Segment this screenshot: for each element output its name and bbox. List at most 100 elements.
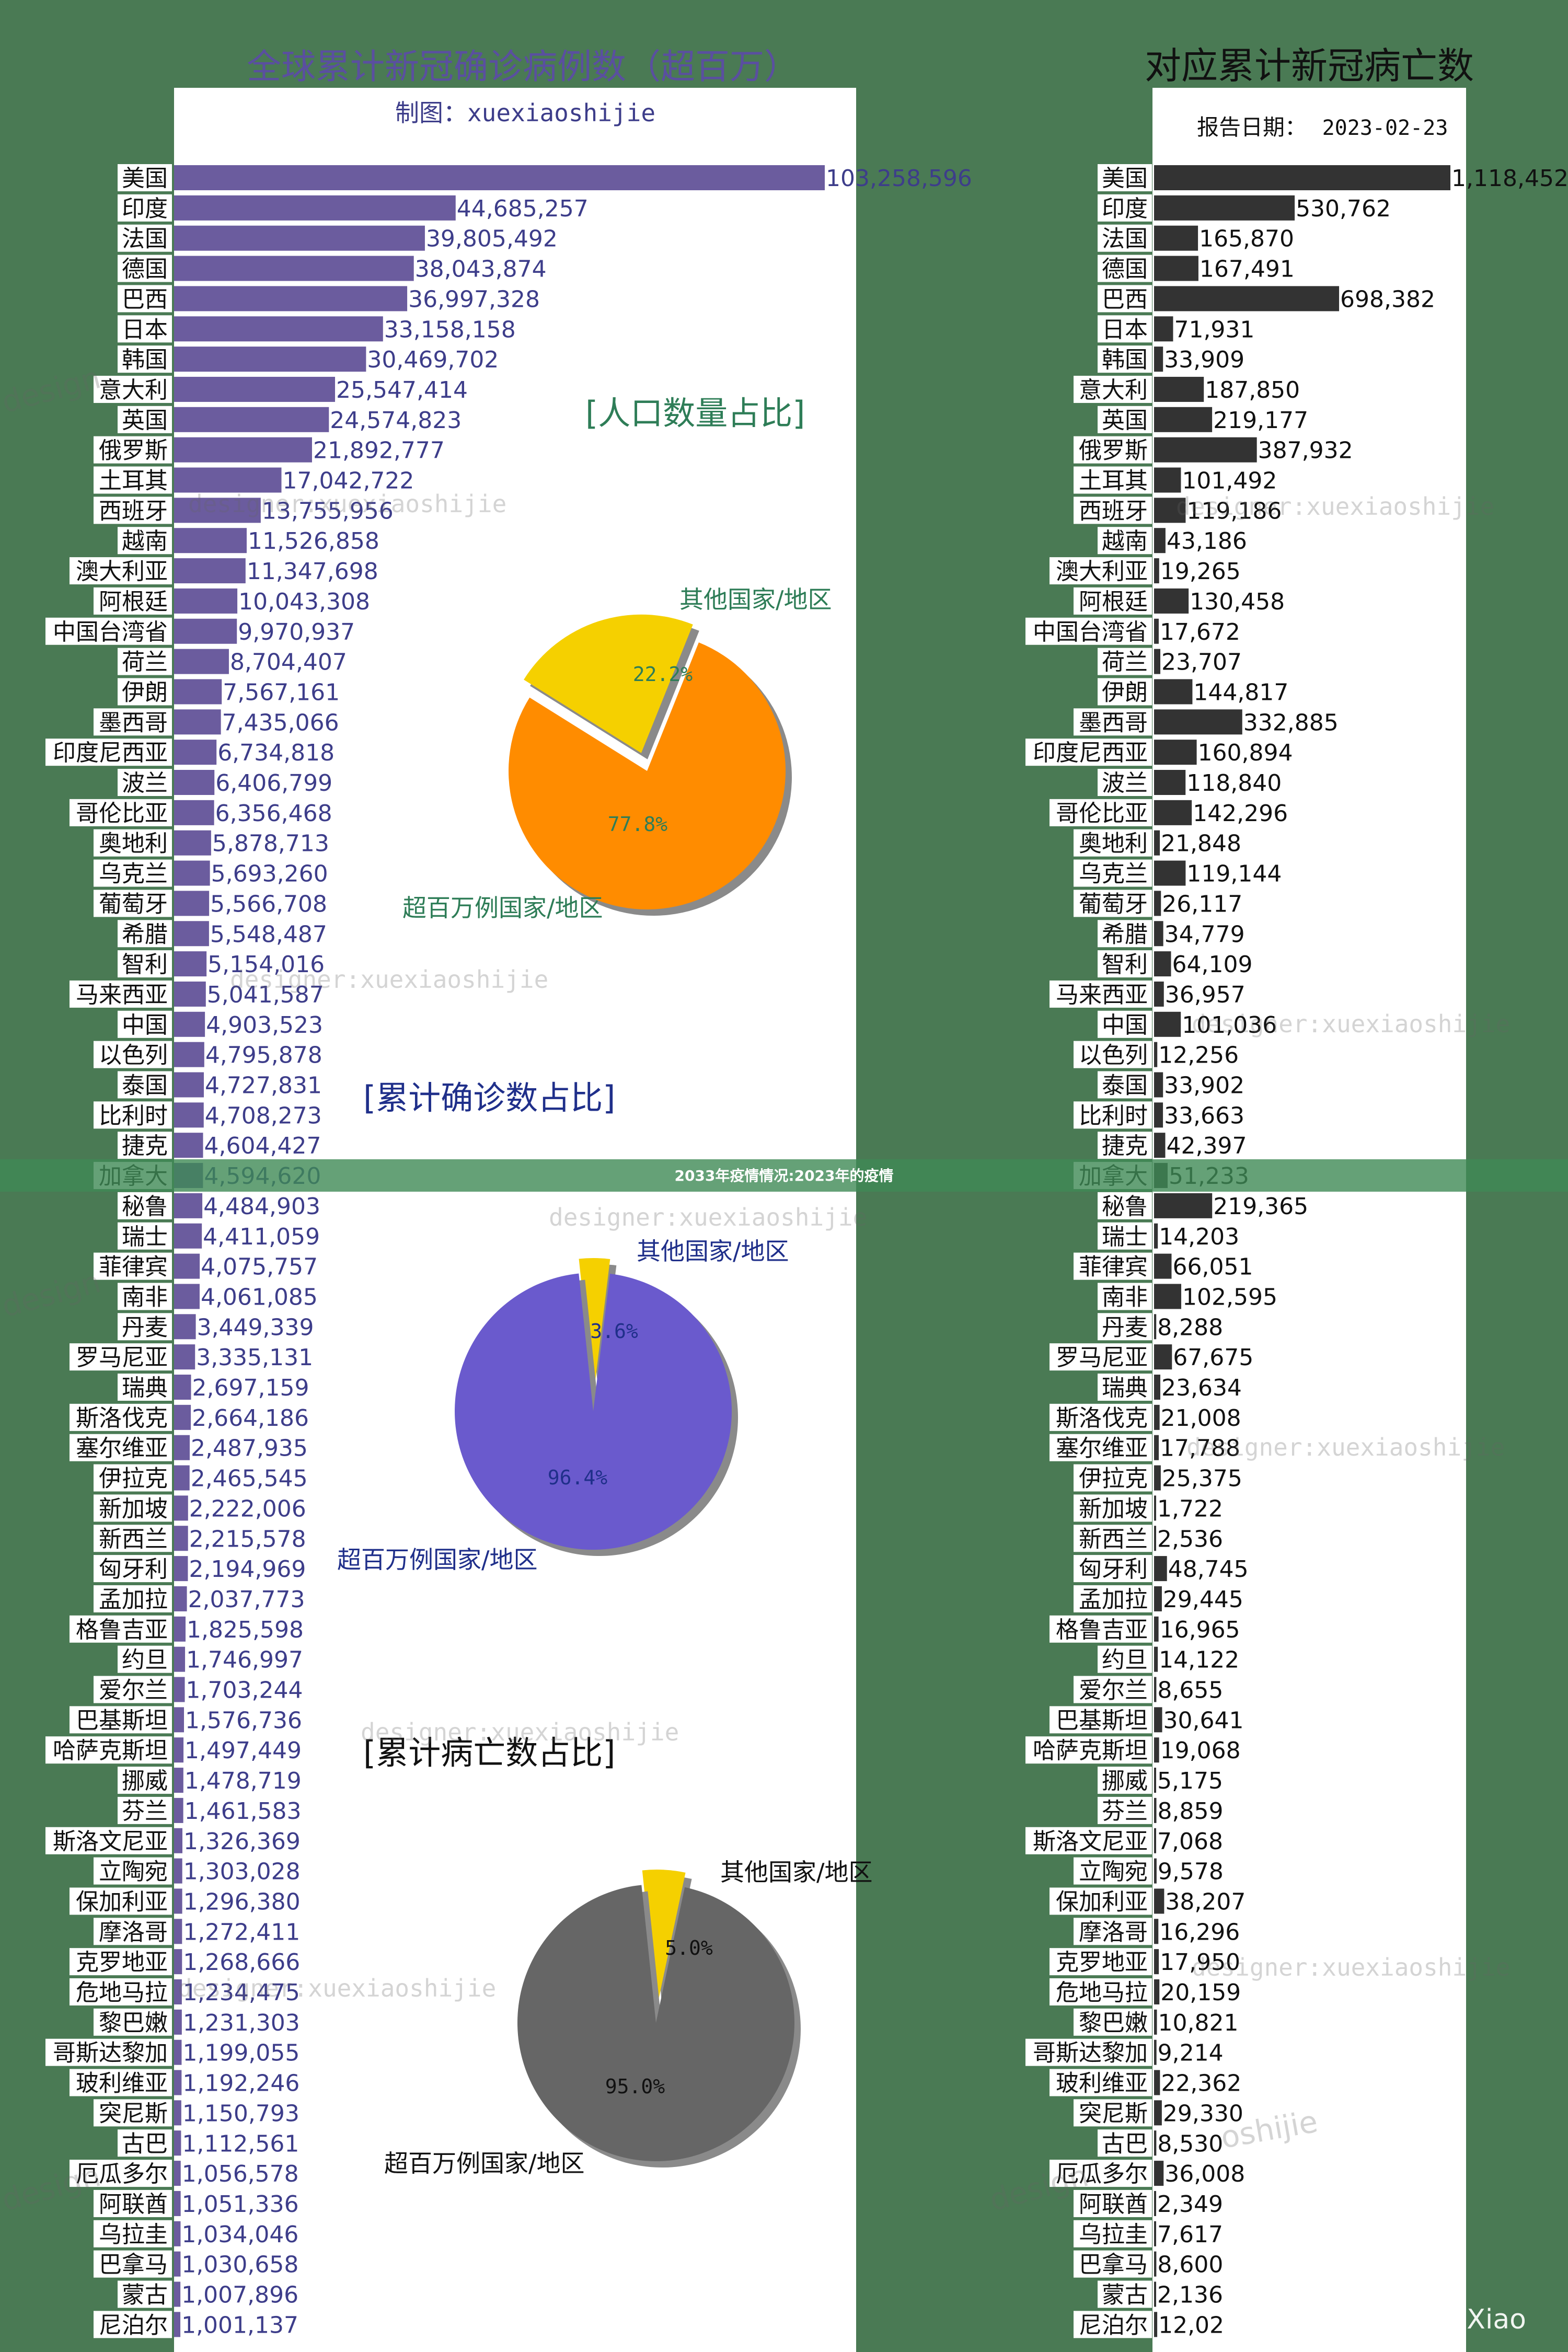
category-label: 摩洛哥 bbox=[1079, 1919, 1148, 1945]
category-label: 马来西亚 bbox=[76, 982, 168, 1008]
pie-slice-label: 超百万例国家/地区 bbox=[402, 894, 603, 922]
value-label: 4,727,831 bbox=[205, 1073, 322, 1099]
category-label-bg bbox=[94, 890, 172, 917]
pie-slice-label: 其他国家/地区 bbox=[720, 1858, 873, 1886]
value-label: 1,118,452 bbox=[1451, 165, 1568, 192]
value-label: 2,664,186 bbox=[192, 1405, 309, 1432]
category-label: 格鲁吉亚 bbox=[1056, 1617, 1148, 1643]
value-label: 102,595 bbox=[1182, 1284, 1277, 1310]
category-label-bg bbox=[1098, 285, 1152, 313]
value-label: 36,997,328 bbox=[408, 286, 540, 313]
category-label: 澳大利亚 bbox=[76, 558, 168, 585]
value-label: 36,008 bbox=[1165, 2161, 1245, 2187]
bar bbox=[1154, 1042, 1158, 1067]
category-label-bg bbox=[1074, 1918, 1152, 1945]
category-label: 斯洛文尼亚 bbox=[53, 1828, 168, 1855]
category-label: 突尼斯 bbox=[1079, 2100, 1148, 2127]
bar bbox=[174, 1344, 195, 1370]
category-label-bg bbox=[70, 1706, 172, 1734]
value-label: 71,931 bbox=[1174, 316, 1254, 343]
value-label: 38,207 bbox=[1165, 1888, 1246, 1915]
value-label: 9,214 bbox=[1158, 2040, 1224, 2067]
value-label: 1,034,046 bbox=[181, 2221, 298, 2248]
value-label: 2,349 bbox=[1157, 2191, 1223, 2218]
value-label: 1,051,336 bbox=[182, 2191, 299, 2218]
bar bbox=[1154, 1435, 1159, 1460]
category-label-bg bbox=[1050, 980, 1152, 1008]
bar bbox=[174, 498, 261, 523]
value-label: 1,231,303 bbox=[183, 2010, 300, 2036]
category-label: 哈萨克斯坦 bbox=[1033, 1737, 1148, 1764]
value-label: 219,177 bbox=[1213, 407, 1308, 434]
bar bbox=[1154, 679, 1193, 705]
value-label: 2,136 bbox=[1157, 2282, 1223, 2309]
category-label-bg bbox=[1098, 769, 1152, 796]
value-label: 1,007,896 bbox=[181, 2282, 298, 2309]
category-label: 俄罗斯 bbox=[1079, 437, 1148, 464]
bar bbox=[1154, 1556, 1167, 1582]
value-label: 3,335,131 bbox=[196, 1344, 313, 1371]
category-label: 印度尼西亚 bbox=[1033, 740, 1148, 766]
category-label: 阿根廷 bbox=[99, 589, 168, 615]
category-label-bg bbox=[1074, 375, 1152, 403]
category-label: 芬兰 bbox=[1102, 1798, 1148, 1825]
value-label: 25,375 bbox=[1162, 1466, 1242, 1492]
bar bbox=[1154, 347, 1163, 372]
bar bbox=[1154, 860, 1186, 886]
bar bbox=[1154, 286, 1340, 312]
bar bbox=[1154, 830, 1160, 856]
bar bbox=[174, 740, 217, 765]
category-label: 土耳其 bbox=[99, 468, 168, 494]
value-label: 1,576,736 bbox=[185, 1707, 302, 1734]
category-label: 捷克 bbox=[1102, 1133, 1148, 1159]
bar bbox=[174, 558, 246, 584]
category-label-bg bbox=[118, 345, 172, 373]
value-label: 19,068 bbox=[1160, 1737, 1241, 1764]
bar bbox=[1154, 1949, 1159, 1975]
bar bbox=[1154, 1707, 1162, 1733]
category-label-bg bbox=[118, 527, 172, 555]
category-label: 尼泊尔 bbox=[1079, 2312, 1148, 2338]
value-label: 8,704,407 bbox=[230, 649, 347, 676]
value-label: 4,903,523 bbox=[206, 1012, 323, 1039]
category-label: 危地马拉 bbox=[76, 1979, 168, 2006]
bar bbox=[1154, 437, 1257, 463]
value-label: 2,215,578 bbox=[189, 1526, 306, 1552]
bar bbox=[174, 2190, 181, 2216]
category-label-bg bbox=[94, 1252, 172, 1280]
category-label: 哥斯达黎加 bbox=[1033, 2040, 1148, 2067]
category-label-bg bbox=[1074, 587, 1152, 615]
category-label: 以色列 bbox=[99, 1042, 168, 1069]
category-label: 立陶宛 bbox=[99, 1859, 168, 1885]
category-label-bg bbox=[94, 1464, 172, 1492]
category-label-bg bbox=[1050, 1343, 1152, 1371]
bar bbox=[174, 1042, 204, 1067]
category-label: 美国 bbox=[1102, 165, 1148, 192]
category-label-bg bbox=[1074, 2099, 1152, 2127]
value-label: 2,222,006 bbox=[189, 1495, 306, 1522]
category-label: 黎巴嫩 bbox=[99, 2010, 168, 2036]
category-label-bg bbox=[1050, 1887, 1152, 1915]
category-label: 意大利 bbox=[1079, 377, 1148, 403]
category-label-bg bbox=[94, 829, 172, 857]
category-label: 土耳其 bbox=[1079, 468, 1148, 494]
bar bbox=[174, 2130, 181, 2156]
value-label: 25,547,414 bbox=[336, 377, 468, 403]
bar bbox=[1154, 800, 1192, 825]
bar bbox=[174, 347, 366, 372]
value-label: 101,492 bbox=[1182, 468, 1277, 494]
category-label-bg bbox=[70, 1343, 172, 1371]
pie-slice-label: 其他国家/地区 bbox=[679, 585, 832, 614]
category-label-bg bbox=[118, 678, 172, 706]
category-label-bg bbox=[70, 2160, 172, 2187]
bar bbox=[174, 1404, 191, 1430]
value-label: 42,397 bbox=[1166, 1133, 1247, 1159]
category-label: 阿联酋 bbox=[99, 2191, 168, 2218]
value-label: 4,075,757 bbox=[201, 1254, 318, 1281]
value-label: 4,604,427 bbox=[204, 1133, 321, 1159]
category-label-bg bbox=[118, 315, 172, 343]
value-label: 1,112,561 bbox=[182, 2130, 299, 2157]
category-label: 日本 bbox=[1102, 316, 1148, 343]
left-chart-title: 全球累计新冠确诊病例数（超百万） bbox=[247, 47, 799, 87]
value-label: 1,296,380 bbox=[183, 1888, 301, 1915]
